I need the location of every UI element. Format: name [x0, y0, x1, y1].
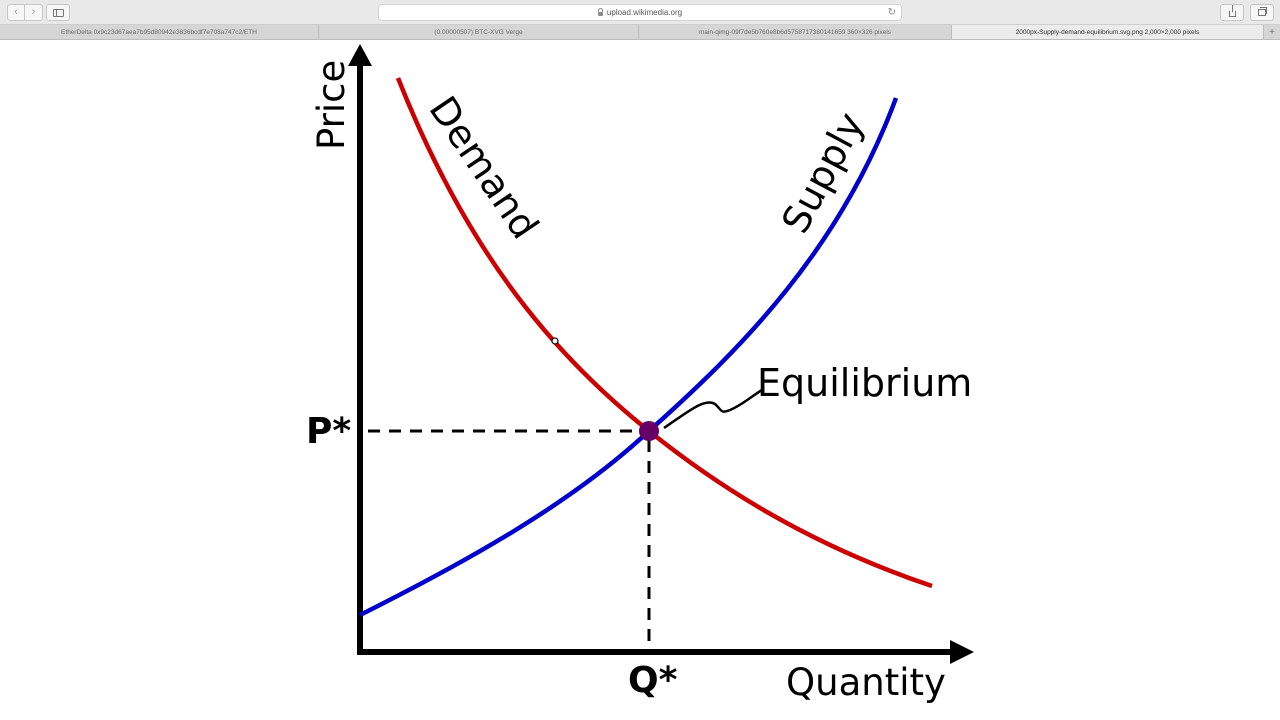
nav-buttons: ‹ › [7, 4, 43, 21]
sidebar-icon [52, 8, 64, 17]
tab-label: EtherDelta 0x9c23d67aea7b95d80942e3836bc… [61, 28, 257, 36]
tab-label: main-qimg-09f7de5b760e8b6d57587173801416… [698, 28, 892, 36]
p-star-label: P* [306, 411, 351, 452]
browser-toolbar: ‹ › upload.wikimedia.org ↻ [0, 0, 1280, 25]
tab-main-qimg[interactable]: main-qimg-09f7de5b760e8b6d57587173801416… [639, 25, 952, 39]
tab-etherdelta[interactable]: EtherDelta 0x9c23d67aea7b95d80942e3836bc… [0, 25, 319, 39]
tab-supply-demand[interactable]: 2000px-Supply-demand-equilibrium.svg.png… [952, 25, 1264, 39]
lock-icon [597, 8, 603, 16]
y-axis-label: Price [310, 60, 353, 150]
tab-strip: EtherDelta 0x9c23d67aea7b95d80942e3836bc… [0, 25, 1280, 40]
new-tab-button[interactable]: + [1264, 25, 1280, 39]
y-axis-arrow [348, 44, 372, 66]
equilibrium-label: Equilibrium [757, 361, 972, 405]
supply-label: Supply [773, 105, 873, 240]
share-button[interactable] [1220, 4, 1244, 21]
tab-label: 2000px-Supply-demand-equilibrium.svg.png… [1015, 28, 1200, 36]
supply-demand-diagram: Price Quantity Demand Supply Equilibrium… [306, 44, 974, 704]
equilibrium-leader [663, 388, 763, 430]
chevron-right-icon: › [31, 6, 36, 18]
tab-label: (0.00000507) BTC-XVG Verge [434, 28, 523, 36]
sidebar-button[interactable] [46, 4, 70, 21]
q-star-label: Q* [628, 660, 678, 701]
tab-btc-xvg[interactable]: (0.00000507) BTC-XVG Verge [319, 25, 639, 39]
plus-icon: + [1269, 26, 1275, 38]
share-icon [1228, 5, 1236, 17]
equilibrium-point [639, 421, 659, 441]
x-axis-label: Quantity [786, 661, 946, 704]
show-tabs-button[interactable] [1250, 4, 1274, 21]
forward-button[interactable]: › [25, 4, 43, 21]
cursor-mark [551, 337, 559, 345]
address-bar[interactable]: upload.wikimedia.org ↻ [378, 4, 902, 21]
chevron-left-icon: ‹ [14, 6, 18, 18]
x-axis-arrow [950, 640, 974, 664]
tabs-icon [1258, 7, 1267, 16]
reload-icon[interactable]: ↻ [887, 7, 896, 18]
back-button[interactable]: ‹ [7, 4, 25, 21]
address-text: upload.wikimedia.org [606, 8, 683, 17]
